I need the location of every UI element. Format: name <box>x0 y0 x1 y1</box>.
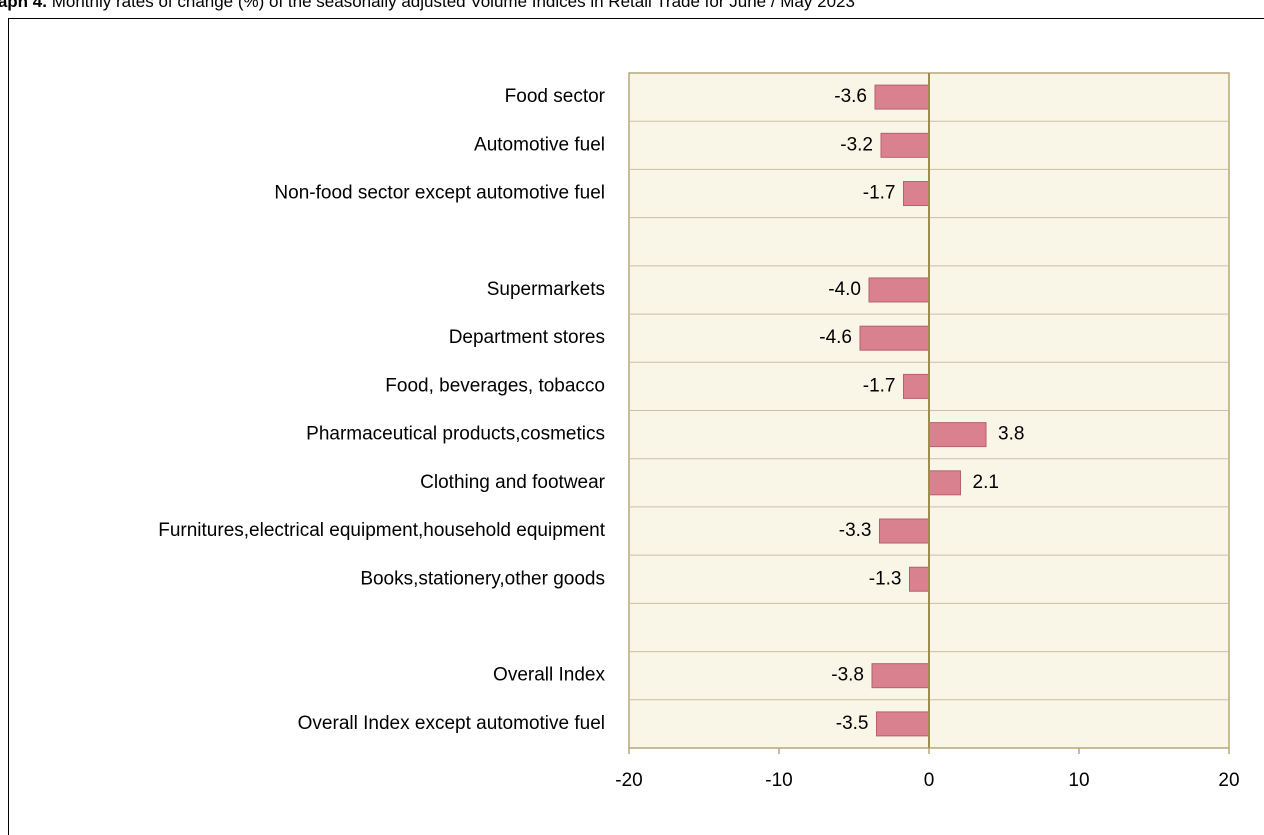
value-label: -1.7 <box>863 183 896 204</box>
y-tick-label: Furnitures,electrical equipment,househol… <box>158 520 605 541</box>
y-tick-label: Non-food sector except automotive fuel <box>274 183 605 204</box>
chart-title-label: Graph 4. <box>0 0 47 11</box>
y-tick-label: Pharmaceutical products,cosmetics <box>306 424 605 445</box>
value-label: -3.6 <box>834 86 867 107</box>
chart-title: Monthly rates of change (%) of the seaso… <box>52 0 855 11</box>
bar <box>928 422 987 448</box>
value-label: -3.3 <box>839 520 872 541</box>
value-label: -4.0 <box>828 279 861 300</box>
bar <box>859 325 930 351</box>
bar <box>874 84 930 110</box>
y-tick-label: Overall Index except automotive fuel <box>298 713 605 734</box>
bar <box>928 470 961 496</box>
bar <box>871 663 930 689</box>
value-label: -3.2 <box>840 134 873 155</box>
value-label: -4.6 <box>819 327 852 348</box>
x-tick-label: -10 <box>765 770 792 791</box>
y-tick-label: Overall Index <box>493 665 605 686</box>
bar <box>903 373 930 399</box>
y-tick-label: Food, beverages, tobacco <box>385 375 605 396</box>
bar <box>903 181 930 207</box>
value-label: -1.7 <box>863 375 896 396</box>
x-tick-label: 10 <box>1068 770 1089 791</box>
x-tick-label: 20 <box>1218 770 1239 791</box>
y-tick-label: Clothing and footwear <box>420 472 606 493</box>
bar <box>868 277 930 303</box>
value-label: 3.8 <box>998 424 1024 445</box>
bar <box>879 518 930 544</box>
y-tick-label: Department stores <box>449 327 605 348</box>
chart-title-group: Graph 4. Monthly rates of change (%) of … <box>0 0 855 11</box>
bar <box>876 711 930 737</box>
bar <box>909 566 930 592</box>
y-tick-label: Books,stationery,other goods <box>360 568 605 589</box>
y-tick-label: Food sector <box>505 86 606 107</box>
x-tick-label: -20 <box>615 770 642 791</box>
y-tick-label: Supermarkets <box>487 279 605 300</box>
value-label: -3.5 <box>836 713 869 734</box>
value-label: -1.3 <box>869 568 902 589</box>
x-tick-label: 0 <box>924 770 935 791</box>
y-tick-label: Automotive fuel <box>474 134 605 155</box>
bar <box>880 132 930 158</box>
value-label: 2.1 <box>973 472 999 493</box>
value-label: -3.8 <box>831 665 864 686</box>
